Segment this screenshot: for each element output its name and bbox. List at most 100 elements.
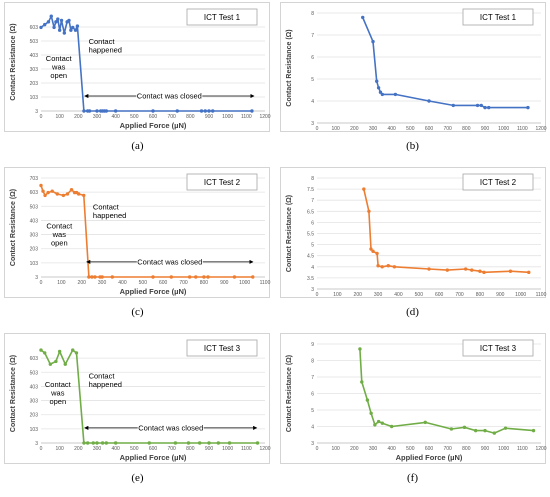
data-point [531, 428, 536, 433]
chart-panel-c: 3 103 203 303 403 503 603 703 0 100 200 300 400 500 60… [4, 167, 271, 298]
y-tick-label: 503 [30, 39, 39, 45]
x-tick-label: 600 [425, 126, 434, 132]
x-tick-label: 0 [40, 114, 43, 120]
x-tick-label: 700 [167, 114, 176, 120]
x-axis-title: Applied Force (µN) [120, 287, 187, 296]
data-point [473, 428, 478, 433]
x-tick-label: 800 [462, 126, 471, 132]
x-tick-label: 100 [331, 446, 340, 452]
data-point [71, 25, 75, 30]
x-tick-label: 300 [93, 446, 102, 452]
y-tick-label: 8 [311, 359, 314, 365]
data-point [187, 275, 192, 279]
data-point [361, 15, 365, 20]
x-tick-label: 500 [130, 114, 139, 120]
chart-panel-f: 3 4 5 6 7 8 9 0 100 200 300 400 500 600 700 800 900 1000 1… [280, 333, 547, 464]
chart-svg-e: 3 103 203 303 403 503 603 0 100 200 300 400 500 600 70… [10, 339, 271, 462]
data-point [43, 351, 47, 355]
y-tick-label: 7 [311, 375, 314, 381]
data-point [227, 441, 232, 445]
data-point [375, 79, 379, 83]
x-tick-label: 1000 [239, 280, 250, 286]
data-point [67, 18, 71, 23]
x-tick-label: 0 [316, 126, 319, 132]
chart-title-box [462, 173, 534, 191]
data-point [74, 351, 79, 355]
x-tick-label: 300 [93, 114, 102, 120]
data-point [492, 431, 497, 435]
data-point [39, 183, 43, 188]
x-tick-label: 100 [57, 280, 66, 286]
annotation-open: Contact was open [46, 222, 73, 248]
annotation-happened: Contact happened [89, 37, 122, 55]
x-tick-label: 0 [40, 280, 43, 286]
data-point [487, 105, 491, 110]
data-point [250, 109, 254, 113]
y-tick-label: 4 [311, 99, 314, 105]
x-tick-label: 200 [350, 126, 359, 132]
data-point [203, 109, 207, 113]
caption-a: (a) [131, 140, 144, 152]
data-point [52, 25, 56, 30]
data-point [73, 28, 78, 32]
data-point [393, 92, 398, 97]
x-tick-label: 1000 [498, 126, 509, 132]
chart-title-box [186, 339, 258, 357]
x-tick-label: 700 [179, 280, 188, 286]
y-tick-label: 303 [30, 233, 39, 239]
y-tick-label: 603 [30, 356, 39, 362]
data-point [369, 411, 373, 415]
y-tick-label: 603 [30, 190, 39, 196]
y-tick-label: 203 [30, 81, 39, 87]
data-point [71, 348, 75, 352]
y-tick-label: 703 [30, 176, 39, 182]
chart-panel-e: 3 103 203 303 403 503 603 0 100 200 300 400 500 600 70… [4, 333, 271, 464]
data-point [206, 275, 210, 279]
data-point [43, 193, 47, 198]
x-tick-label: 200 [78, 280, 87, 286]
x-tick-label: 0 [316, 292, 319, 298]
chart-title: ICT Test 3 [204, 344, 241, 353]
data-point [69, 188, 74, 192]
data-point [380, 265, 384, 269]
x-tick-label: 1100 [260, 280, 271, 286]
data-point [151, 109, 155, 113]
x-tick-label: 900 [496, 292, 505, 298]
chart-svg-f: 3 4 5 6 7 8 9 0 100 200 300 400 500 600 700 800 900 1000 1… [286, 339, 547, 462]
data-point [373, 423, 377, 427]
y-tick-label: 103 [30, 95, 39, 101]
data-point [49, 14, 53, 18]
x-tick-label: 900 [205, 114, 214, 120]
x-tick-label: 100 [331, 126, 340, 132]
chart-panel-b: 3 4 5 6 7 8 0 100 200 300 400 500 600 700 800 900 1000 11… [280, 2, 547, 132]
y-tick-label: 3 [311, 287, 314, 293]
chart-svg-c: 3 103 203 303 403 503 603 703 0 100 200 300 400 500 60… [10, 173, 271, 296]
y-tick-label: 3 [35, 275, 38, 281]
chart-title-box [186, 8, 258, 26]
y-tick-label: 3 [35, 441, 38, 447]
y-tick-label: 103 [30, 427, 39, 433]
x-tick-label: 300 [369, 446, 378, 452]
x-tick-label: 800 [186, 114, 195, 120]
y-tick-label: 4 [311, 425, 314, 431]
chart-title: ICT Test 2 [480, 178, 517, 187]
y-tick-label: 4.5 [307, 254, 314, 260]
y-tick-label: 7.5 [307, 187, 314, 193]
data-point [470, 268, 474, 272]
data-point [479, 103, 483, 108]
data-point [451, 103, 455, 108]
y-tick-label: 5.5 [307, 232, 314, 238]
chart-title-box [186, 173, 258, 191]
x-tick-label: 1100 [241, 114, 252, 120]
x-tick-label: 1000 [515, 292, 526, 298]
data-point [62, 31, 67, 35]
x-tick-label: 400 [111, 114, 120, 120]
data-point [48, 362, 53, 366]
data-point [82, 109, 86, 113]
y-tick-label: 7 [311, 198, 314, 204]
data-point [251, 275, 255, 279]
y-tick-label: 403 [30, 218, 39, 224]
y-tick-label: 5 [311, 243, 314, 249]
data-point [75, 24, 80, 28]
data-point [87, 275, 91, 279]
